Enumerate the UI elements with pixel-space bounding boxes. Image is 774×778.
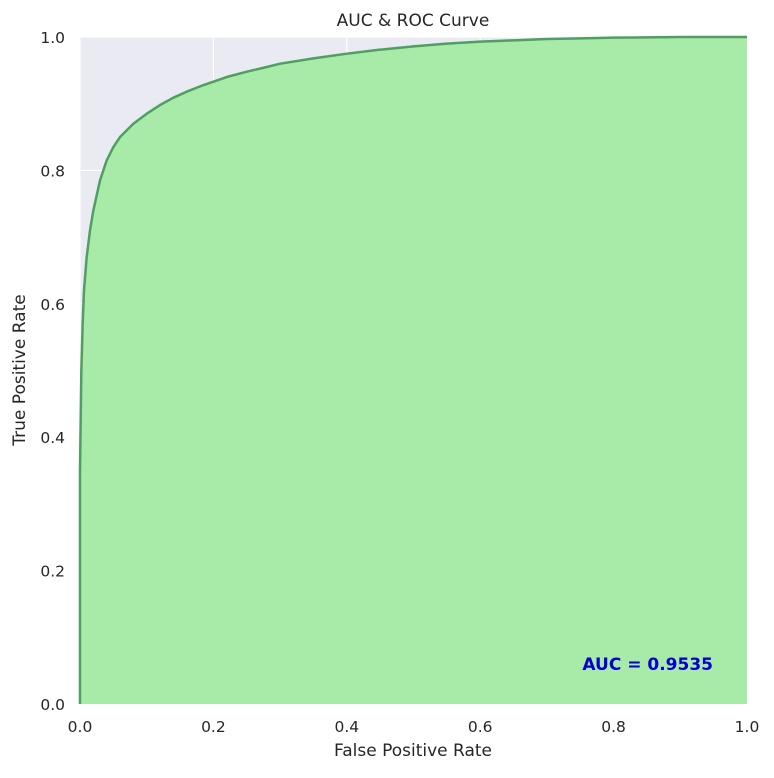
y-tick-label: 1.0 (40, 29, 65, 47)
y-axis-label: True Positive Rate (10, 294, 30, 446)
x-tick-label: 0.4 (334, 718, 359, 736)
y-tick-label: 0.4 (40, 429, 65, 447)
tick-labels: 0.0 0.2 0.4 0.6 0.8 1.0 0.0 0.2 0.4 0.6 0.8 1.0 (40, 29, 759, 736)
x-tick-label: 1.0 (735, 718, 760, 736)
y-tick-label: 0.0 (40, 696, 65, 714)
roc-curve-line (78, 35, 747, 704)
chart-title: AUC & ROC Curve (337, 11, 490, 31)
y-tick-label: 0.2 (40, 563, 65, 581)
x-tick-label: 0.2 (201, 718, 226, 736)
x-axis-label: False Positive Rate (334, 741, 492, 761)
y-tick-label: 0.6 (40, 296, 65, 314)
y-tick-label: 0.8 (40, 162, 65, 180)
roc-area-fill (80, 37, 747, 704)
x-tick-label: 0.6 (468, 718, 493, 736)
x-tick-label: 0.0 (68, 718, 93, 736)
auc-annotation: AUC = 0.9535 (582, 655, 713, 675)
x-tick-label: 0.8 (601, 718, 626, 736)
